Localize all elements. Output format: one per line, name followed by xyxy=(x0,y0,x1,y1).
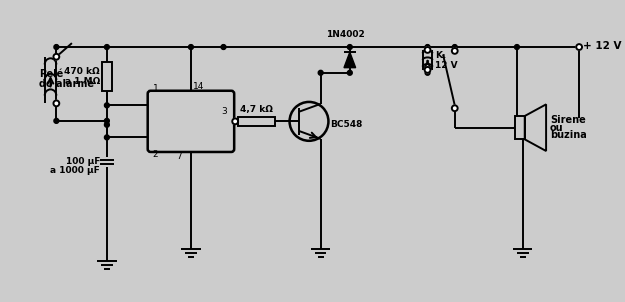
Circle shape xyxy=(425,45,430,50)
Circle shape xyxy=(425,70,430,75)
Circle shape xyxy=(104,103,109,108)
Circle shape xyxy=(54,118,59,123)
Circle shape xyxy=(54,54,59,60)
Circle shape xyxy=(514,125,519,130)
Circle shape xyxy=(104,118,109,123)
Circle shape xyxy=(348,45,352,50)
Circle shape xyxy=(452,45,457,50)
Text: 2: 2 xyxy=(152,150,158,159)
Text: Sirene: Sirene xyxy=(550,115,586,125)
Text: ou: ou xyxy=(550,123,564,133)
Text: 7: 7 xyxy=(176,152,182,161)
Circle shape xyxy=(514,45,519,50)
Text: do alarme: do alarme xyxy=(39,79,94,89)
Text: 4,7 kΩ: 4,7 kΩ xyxy=(240,104,273,114)
FancyBboxPatch shape xyxy=(148,91,234,152)
Circle shape xyxy=(104,135,109,140)
Text: 100 µF: 100 µF xyxy=(66,157,100,166)
Circle shape xyxy=(452,48,458,54)
Bar xyxy=(515,116,525,139)
Text: Relé: Relé xyxy=(39,69,63,79)
Text: 12 V: 12 V xyxy=(436,60,458,69)
Circle shape xyxy=(54,45,59,50)
Circle shape xyxy=(452,105,458,111)
Circle shape xyxy=(189,45,193,50)
Polygon shape xyxy=(344,52,356,68)
Text: 1: 1 xyxy=(152,84,158,93)
Text: 1N4002: 1N4002 xyxy=(326,30,364,39)
Text: buzina: buzina xyxy=(550,130,587,140)
Text: BC548: BC548 xyxy=(331,120,362,129)
Circle shape xyxy=(232,118,238,124)
Text: 3: 3 xyxy=(221,107,228,116)
Circle shape xyxy=(576,44,582,50)
Circle shape xyxy=(104,45,109,50)
Circle shape xyxy=(424,47,431,53)
Circle shape xyxy=(221,45,226,50)
Text: + 12 V: + 12 V xyxy=(583,41,621,51)
Text: K₁: K₁ xyxy=(436,51,446,60)
Circle shape xyxy=(424,67,431,73)
Text: a 1 MΩ: a 1 MΩ xyxy=(65,76,100,85)
Circle shape xyxy=(54,101,59,106)
Bar xyxy=(238,117,275,126)
Circle shape xyxy=(104,122,109,127)
Bar xyxy=(102,62,112,91)
Text: a 1000 µF: a 1000 µF xyxy=(51,166,100,175)
Circle shape xyxy=(348,70,352,75)
Text: 14: 14 xyxy=(193,82,204,91)
Text: 470 kΩ: 470 kΩ xyxy=(64,67,100,76)
Circle shape xyxy=(318,70,323,75)
